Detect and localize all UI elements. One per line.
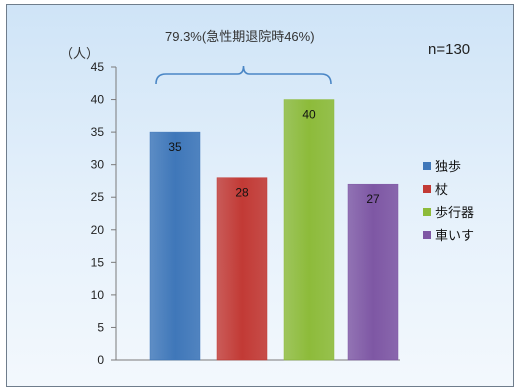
bar-歩行器 <box>283 99 335 361</box>
y-tick-label: 10 <box>91 288 105 302</box>
data-label: 40 <box>302 108 316 122</box>
bar-独歩 <box>149 131 201 361</box>
y-tick-label: 0 <box>97 353 104 367</box>
data-label: 35 <box>168 140 182 154</box>
y-tick-label: 45 <box>91 60 105 74</box>
n-label: n=130 <box>428 41 470 58</box>
y-tick-label: 5 <box>97 320 104 334</box>
legend-item: 車いす <box>435 228 474 243</box>
brace-annotation <box>155 65 332 85</box>
bracket-layer <box>155 65 332 85</box>
bar-杖 <box>216 177 268 361</box>
y-tick-label: 20 <box>91 223 105 237</box>
y-tick-label: 40 <box>91 93 105 107</box>
legend-swatch <box>423 162 431 170</box>
legend-item: 杖 <box>435 182 448 197</box>
y-tick-label: 30 <box>91 158 105 172</box>
y-tick-label: 15 <box>91 255 105 269</box>
legend-item: 独歩 <box>435 159 461 174</box>
y-unit-label: （人） <box>60 46 99 61</box>
y-tick-label: 25 <box>91 190 105 204</box>
data-label: 28 <box>235 186 249 200</box>
legend-item: 歩行器 <box>435 205 474 220</box>
data-label: 27 <box>366 192 380 206</box>
bracket-annotation: 79.3%(急性期退院時46%) <box>165 29 315 44</box>
bar-layer: 35 28 40 27 <box>149 99 399 361</box>
legend-swatch <box>423 185 431 193</box>
legend-swatch <box>423 208 431 216</box>
bar-車いす <box>347 183 399 361</box>
legend-swatch <box>423 231 431 239</box>
y-tick-label: 35 <box>91 125 105 139</box>
